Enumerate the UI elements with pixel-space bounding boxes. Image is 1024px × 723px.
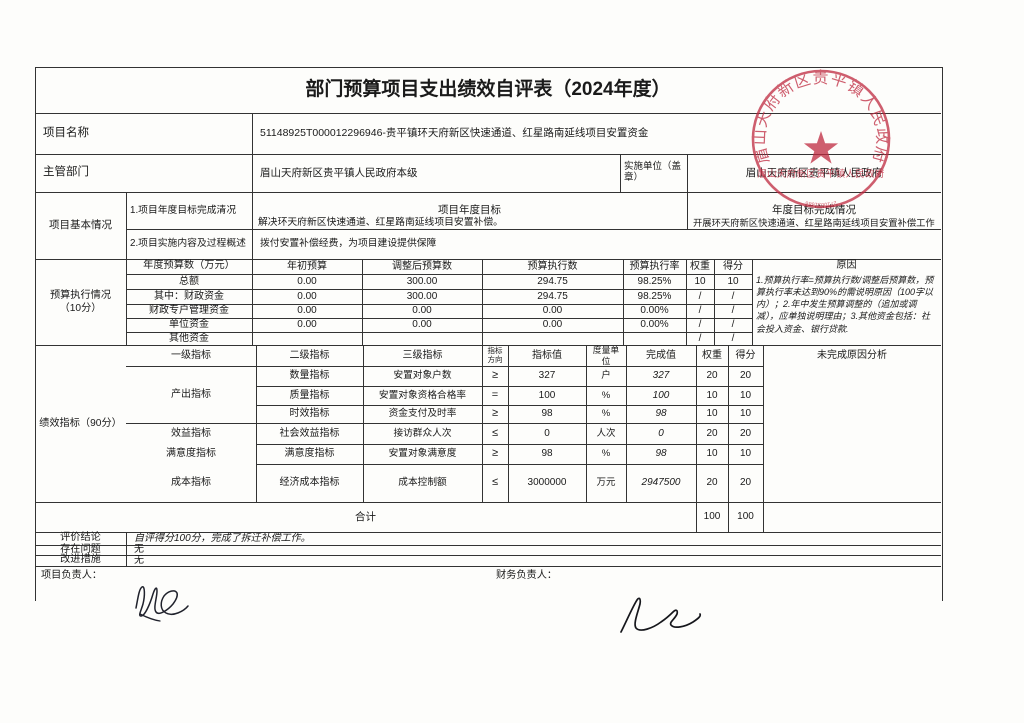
- svg-text:眉山天府新区贵平镇人民政府: 眉山天府新区贵平镇人民政府: [757, 168, 885, 180]
